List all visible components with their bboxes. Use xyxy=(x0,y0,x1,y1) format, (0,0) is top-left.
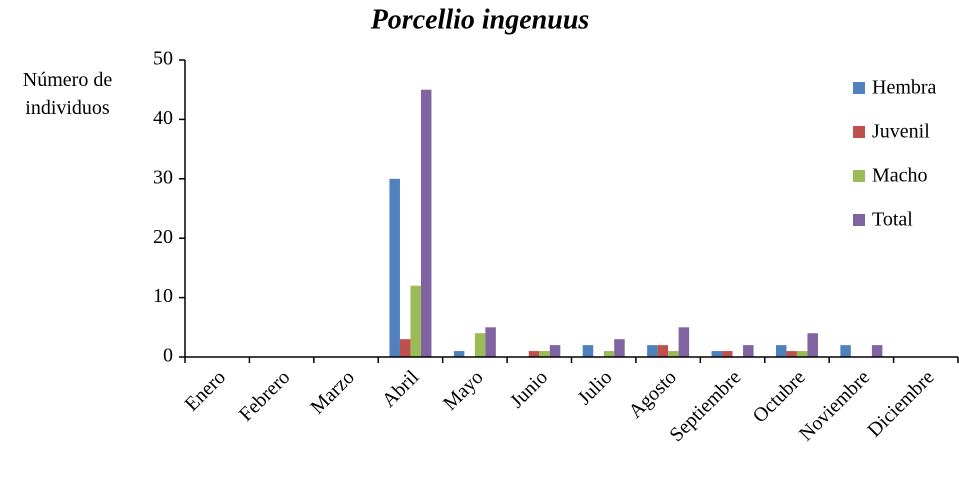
bar xyxy=(807,333,818,357)
y-axis-label: Número de individuos xyxy=(22,69,113,119)
legend-swatch xyxy=(853,170,865,182)
x-tick-label: Marzo xyxy=(306,366,358,418)
bar xyxy=(722,351,733,357)
legend-swatch xyxy=(853,82,865,94)
bar xyxy=(775,345,787,357)
y-tick-label: 40 xyxy=(153,107,173,129)
bar xyxy=(582,345,594,357)
bar xyxy=(657,345,669,357)
x-tick-label: Abril xyxy=(378,366,424,412)
bar xyxy=(603,351,615,357)
y-tick-label: 20 xyxy=(153,226,173,248)
legend-label: Total xyxy=(872,209,913,231)
bar xyxy=(528,351,540,357)
chart-title: Porcellio ingenuus xyxy=(370,4,590,35)
x-tick-label: Diciembre xyxy=(863,366,938,441)
bar xyxy=(389,178,400,357)
bar xyxy=(871,345,883,357)
legend-label: Juvenil xyxy=(872,121,930,143)
legend-swatch xyxy=(853,214,865,226)
bar xyxy=(647,345,658,357)
x-tick-label: Febrero xyxy=(235,366,295,426)
x-tick-label: Mayo xyxy=(439,366,488,415)
bar xyxy=(399,339,411,357)
x-tick-label: Agosto xyxy=(624,366,680,422)
y-tick-label: 30 xyxy=(153,166,173,188)
bar xyxy=(453,351,465,357)
x-tick-label: Julio xyxy=(573,366,616,409)
x-tick-label: Septiembre xyxy=(665,366,745,446)
y-tick-label: 10 xyxy=(153,285,173,307)
bar xyxy=(485,327,496,357)
y-tick-label: 0 xyxy=(163,345,173,367)
x-tick-label: Junio xyxy=(506,366,552,412)
bar xyxy=(678,327,690,357)
x-tick-label: Octubre xyxy=(749,366,810,427)
bar xyxy=(420,89,432,357)
bar xyxy=(796,351,808,357)
bar xyxy=(668,351,679,357)
y-tick-label: 50 xyxy=(153,48,173,70)
bar xyxy=(614,339,625,357)
bar xyxy=(410,285,421,357)
bar xyxy=(786,351,797,357)
bar xyxy=(743,345,754,357)
x-tick-label: Enero xyxy=(181,366,230,415)
bar xyxy=(549,345,561,357)
bar xyxy=(840,345,851,357)
legend-label: Macho xyxy=(872,165,928,187)
legend-swatch xyxy=(853,126,865,138)
bar xyxy=(711,351,723,357)
bar xyxy=(539,351,550,357)
bar xyxy=(474,333,486,357)
x-tick-label: Noviembre xyxy=(795,366,874,445)
legend-label: Hembra xyxy=(872,77,937,99)
